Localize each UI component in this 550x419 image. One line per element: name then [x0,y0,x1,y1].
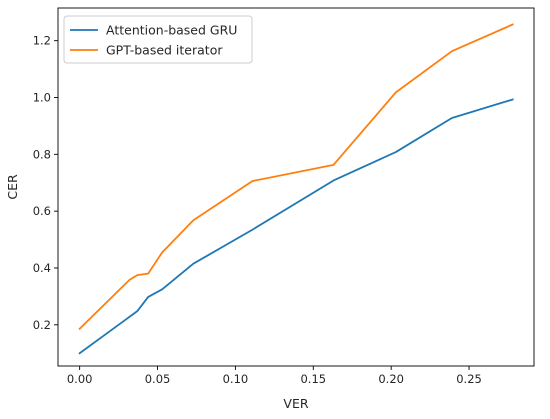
legend-box [63,15,253,64]
x-axis-label: VER [283,396,308,411]
y-tick-label: 0.6 [33,204,51,218]
series-line-2 [78,23,514,331]
series-layer [78,23,514,355]
y-tick-label: 0.4 [33,261,51,275]
y-tick-label: 0.2 [33,318,51,332]
y-axis: 0.2 0.4 0.6 0.8 1.0 1.2 [33,34,58,332]
legend-label-1: Attention-based GRU [106,23,237,38]
series-line-1 [78,98,514,355]
plot-frame [57,7,535,367]
y-axis-label: CER [5,174,20,200]
x-tick-label: 0.20 [378,372,404,386]
x-tick-label: 0.25 [456,372,482,386]
x-tick-label: 0.00 [67,372,93,386]
x-axis: 0.00 0.05 0.10 0.15 0.20 0.25 [67,366,482,386]
x-tick-label: 0.15 [300,372,326,386]
y-tick-label: 1.2 [33,34,51,48]
x-tick-label: 0.05 [145,372,171,386]
legend: Attention-based GRU GPT-based iterator [63,15,253,64]
legend-label-2: GPT-based iterator [106,43,223,58]
y-tick-label: 0.8 [33,147,51,161]
x-tick-label: 0.10 [223,372,249,386]
y-tick-label: 1.0 [33,91,51,105]
